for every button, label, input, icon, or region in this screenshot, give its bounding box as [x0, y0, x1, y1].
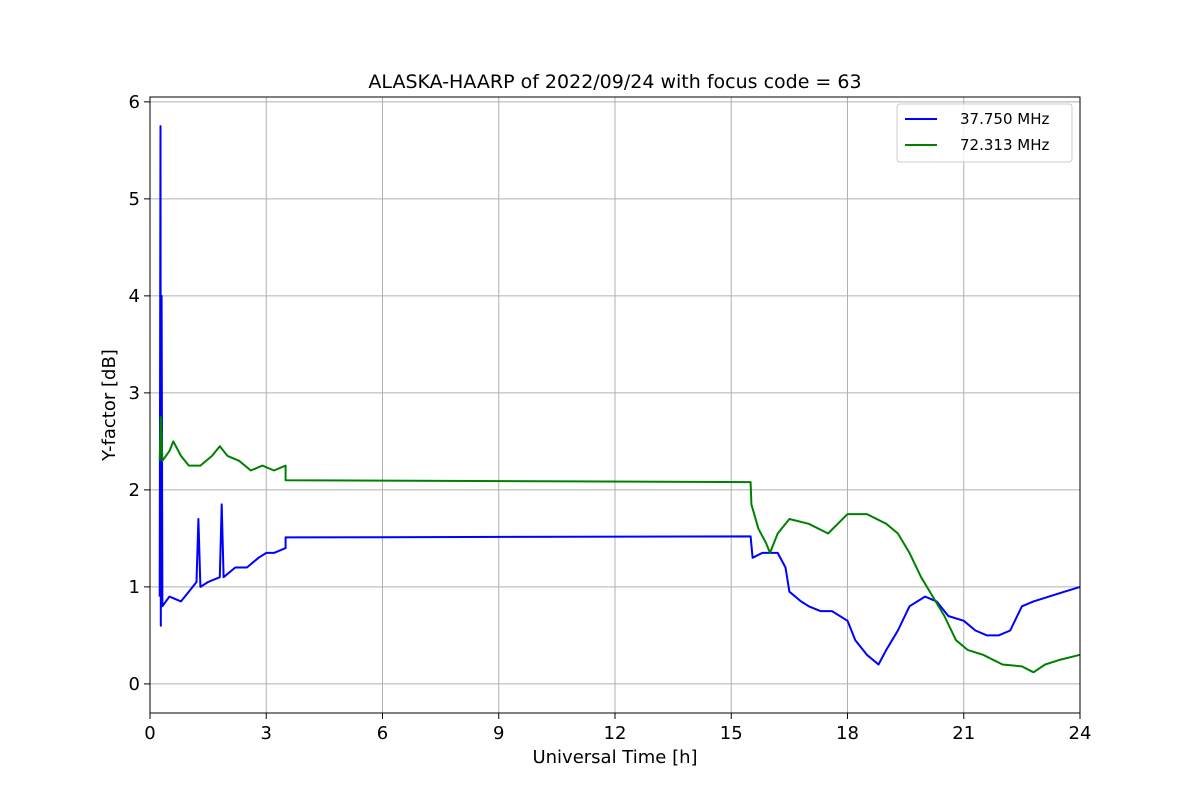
x-tick-label: 3	[261, 723, 272, 744]
y-tick-label: 1	[129, 577, 140, 598]
x-tick-label: 0	[144, 723, 155, 744]
x-axis: 0 3 6 9 12 15 18 21 24	[144, 713, 1091, 744]
x-tick-label: 24	[1069, 723, 1092, 744]
y-axis: 0 1 2 3 4 5 6	[129, 92, 150, 695]
x-axis-title: Universal Time [h]	[532, 747, 697, 768]
x-tick-label: 9	[493, 723, 504, 744]
x-tick-label: 15	[720, 723, 743, 744]
y-tick-label: 5	[129, 189, 140, 210]
legend-box	[896, 103, 1073, 163]
y-axis-title: Y-factor [dB]	[99, 349, 120, 462]
y-tick-label: 0	[129, 674, 140, 695]
legend-label-0: 37.750 MHz	[960, 110, 1049, 128]
y-tick-label: 2	[129, 480, 140, 501]
y-tick-label: 4	[129, 286, 140, 307]
x-tick-label: 18	[836, 723, 859, 744]
chart-title: ALASKA-HAARP of 2022/09/24 with focus co…	[368, 71, 861, 93]
y-tick-label: 3	[129, 383, 140, 404]
legend: 37.750 MHz 72.313 MHz	[896, 103, 1073, 163]
series-line-1	[158, 416, 1081, 674]
y-tick-label: 6	[129, 92, 140, 113]
x-tick-label: 6	[377, 723, 388, 744]
series-layer	[158, 125, 1081, 674]
legend-label-1: 72.313 MHz	[960, 136, 1049, 154]
x-tick-label: 21	[952, 723, 975, 744]
x-tick-label: 12	[604, 723, 627, 744]
series-line-0	[158, 125, 1081, 666]
